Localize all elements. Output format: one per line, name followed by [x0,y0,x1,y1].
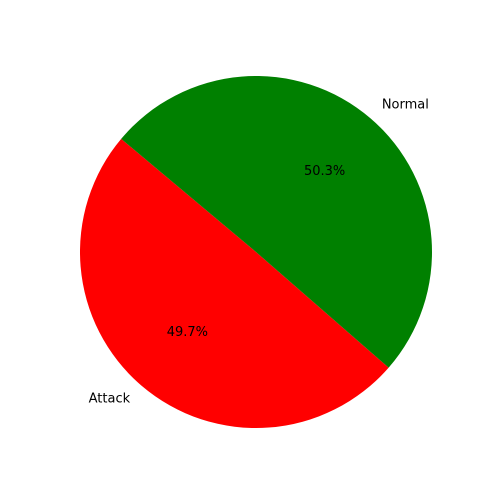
pie-value-label-attack: 49.7% [167,325,208,340]
pie-slice-normal [121,76,432,368]
pie-slice-attack [79,138,389,429]
pie-category-label-normal: Normal [382,97,429,112]
pie-labels: 49.7% Attack 50.3% Normal [89,97,429,406]
pie-category-label-attack: Attack [89,392,131,407]
pie-slices [79,76,432,429]
pie-value-label-normal: 50.3% [304,164,345,179]
